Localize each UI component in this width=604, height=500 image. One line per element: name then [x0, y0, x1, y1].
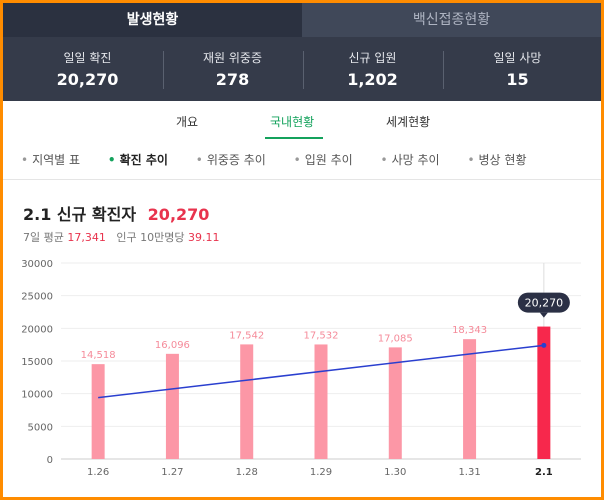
trend-line	[98, 344, 544, 399]
stat-divider	[303, 51, 304, 89]
value-tooltip	[517, 292, 570, 313]
x-tick-label: 1.31	[458, 467, 480, 478]
section-divider	[3, 179, 601, 180]
y-tick-label: 10000	[21, 390, 53, 401]
stat-label: 신규 입원	[348, 51, 397, 65]
stat-divider	[163, 51, 164, 89]
subnav-item-bed-status[interactable]: • 병상 현황	[467, 153, 538, 167]
subtab-world[interactable]: 세계현황	[386, 115, 431, 129]
subtab-overview[interactable]: 개요	[176, 115, 199, 129]
subnav-label: 사망 추이	[391, 153, 440, 167]
stat-value: 20,270	[56, 70, 119, 89]
chart-meta: 7일 평균 17,341 인구 10만명당 39.11	[23, 229, 219, 245]
subnav-label: 확진 추이	[119, 153, 168, 167]
stat-daily-confirmed: 일일 확진 20,270	[13, 49, 162, 89]
stat-value: 1,202	[347, 70, 398, 89]
subtab-active-underline	[265, 137, 323, 139]
stat-daily-deaths: 일일 사망 15	[443, 49, 592, 89]
tab-outbreak[interactable]: 발생현황	[3, 3, 302, 37]
x-tick-label: 1.26	[87, 467, 109, 478]
stat-value: 15	[506, 70, 529, 89]
avg-value: 17,341	[67, 231, 106, 244]
bar-value-label: 17,542	[229, 330, 264, 341]
y-tick-label: 15000	[21, 357, 53, 368]
page-frame: 발생현황 백신접종현황 일일 확진 20,270 재원 위중증 278 신규 입…	[3, 3, 601, 497]
bar-value-label: 14,518	[81, 350, 116, 361]
y-tick-label: 5000	[28, 422, 53, 433]
subnav-item-region-table[interactable]: • 지역별 표	[21, 153, 92, 167]
per-capita-label: 인구 10만명당	[116, 231, 185, 244]
chart-title-text: 신규 확진자	[56, 205, 137, 224]
stat-divider	[443, 51, 444, 89]
stat-label: 일일 확진	[63, 51, 112, 65]
subtabs: 개요 국내현황 세계현황	[3, 101, 601, 141]
subnav-item-confirmed-trend[interactable]: • 확진 추이	[108, 153, 180, 167]
subtab-domestic[interactable]: 국내현황	[270, 115, 315, 129]
y-tick-label: 20000	[21, 324, 53, 335]
chart-title-value: 20,270	[147, 205, 210, 224]
bullet-icon: •	[380, 153, 388, 167]
subnav-label: 병상 현황	[478, 153, 527, 167]
y-tick-label: 25000	[21, 292, 53, 303]
bullet-icon: •	[107, 153, 116, 167]
bar	[165, 353, 179, 459]
subnav-label: 위중증 추이	[206, 153, 266, 167]
y-tick-label: 0	[47, 455, 53, 466]
bar-value-label: 17,532	[304, 330, 339, 341]
chart-subnav: • 지역별 표 • 확진 추이 • 위중증 추이 • 입원 추이 • 사망 추이 • 병상 …	[21, 151, 551, 168]
stat-label: 일일 사망	[493, 51, 542, 65]
bar-value-label: 16,096	[155, 340, 190, 351]
bar	[91, 364, 105, 459]
tooltip-value: 20,270	[525, 297, 564, 310]
bar-value-label: 18,343	[452, 325, 487, 336]
subnav-label: 지역별 표	[32, 153, 81, 167]
confirmed-cases-chart: 0 5000 10000 15000 20000 25000 30000 14,518 1.26…	[21, 259, 581, 478]
bar	[537, 326, 551, 459]
bullet-icon: •	[467, 153, 475, 167]
y-tick-label: 30000	[21, 259, 53, 270]
x-tick-label: 1.28	[236, 467, 258, 478]
x-tick-label: 1.30	[384, 467, 406, 478]
subnav-item-hospital-trend[interactable]: • 입원 추이	[294, 153, 365, 167]
bar	[388, 347, 402, 459]
bullet-icon: •	[293, 153, 301, 167]
bar	[240, 344, 254, 459]
subnav-label: 입원 추이	[304, 153, 353, 167]
bullet-icon: •	[21, 153, 29, 167]
subnav-item-death-trend[interactable]: • 사망 추이	[381, 153, 452, 167]
bar	[314, 344, 328, 459]
tooltip-pointer	[539, 312, 548, 318]
bar-value-label: 17,085	[378, 333, 413, 344]
avg-label: 7일 평균	[23, 231, 64, 244]
header-panel: 발생현황 백신접종현황 일일 확진 20,270 재원 위중증 278 신규 입…	[3, 3, 601, 101]
stat-value: 278	[215, 70, 250, 89]
chart-date: 2.1	[23, 205, 52, 224]
per-capita-value: 39.11	[187, 231, 220, 244]
x-tick-label: 2.1	[535, 467, 553, 478]
stat-new-hospitalized: 신규 입원 1,202	[298, 49, 447, 89]
subnav-item-severe-trend[interactable]: • 위중증 추이	[196, 153, 278, 167]
stat-label: 재원 위중증	[202, 51, 262, 65]
stat-severe: 재원 위중증 278	[158, 49, 307, 89]
bullet-icon: •	[195, 153, 203, 167]
x-tick-label: 1.27	[161, 467, 183, 478]
trend-line-endpoint	[541, 342, 547, 348]
tab-vaccination[interactable]: 백신접종현황	[302, 3, 601, 37]
x-tick-label: 1.29	[310, 467, 332, 478]
bar	[463, 339, 477, 459]
chart-title: 2.1 신규 확진자 20,270	[23, 201, 209, 225]
